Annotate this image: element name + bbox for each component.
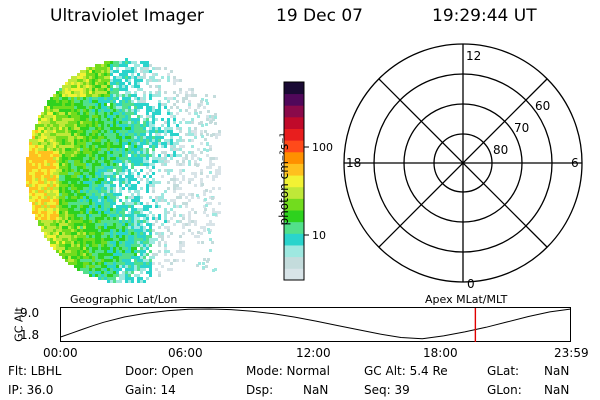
timeline-frame [60,307,571,342]
altitude-tick-min: 1.8 [20,328,40,342]
colorbar-cell [284,256,304,269]
colorbar-cell [284,186,304,199]
colorbar-cell [284,163,304,176]
colorbar-cell [284,210,304,223]
colorbar-cell [284,245,304,258]
colorbar-cell [284,82,304,95]
geographic-label: Geographic Lat/Lon [70,293,178,306]
glon-label: GLon: [487,383,522,397]
mode-status: Mode: Normal [246,364,330,378]
colorbar-cell [284,151,304,164]
meridian-diagonal-2 [378,78,548,248]
lat-label-70: 70 [514,121,529,135]
colorbar-cell [284,140,304,153]
colorbar-cell [284,128,304,141]
colorbar-tick-label: 100 [312,141,333,154]
colorbar-cell [284,93,304,106]
time-tick-00: 00:00 [43,346,78,360]
gain-status: Gain: 14 [125,383,176,397]
mlt-label-12: 12 [466,49,481,63]
time-tick-06: 06:00 [168,346,203,360]
date-label: 19 Dec 07 [276,6,363,26]
glon-value: NaN [544,383,570,397]
colorbar-cell [284,175,304,188]
colorbar-tick-label: 10 [312,229,326,242]
colorbar-cell [284,233,304,246]
colorbar-frame [283,81,305,281]
dsp-label: Dsp: [246,383,274,397]
time-tick-18: 18:00 [423,346,458,360]
dsp-value: NaN [303,383,329,397]
time-tick-12: 12:00 [296,346,331,360]
glat-value: NaN [544,364,570,378]
colorbar: 100 10 [283,81,333,281]
seq-status: Seq: 39 [364,383,410,397]
polar-grid: 12 6 0 18 60 70 80 [343,43,583,291]
mlt-label-18: 18 [346,156,361,170]
colorbar-cell [284,198,304,211]
colorbar-scale [284,82,304,281]
ip-status: IP: 36.0 [8,383,54,397]
colorbar-cell [284,221,304,234]
colorbar-label: photon cm⁻²s⁻¹ [277,132,291,226]
filter-status: Flt: LBHL [8,364,62,378]
instrument-title: Ultraviolet Imager [50,6,204,26]
mlt-label-0: 0 [467,277,475,291]
auroral-image [26,58,221,283]
lat-label-80: 80 [493,143,508,157]
lat-label-60: 60 [535,99,550,113]
altitude-timeline [60,307,572,342]
altitude-tick-max: 9.0 [20,306,40,320]
time-label: 19:29:44 UT [432,6,537,26]
glat-label: GLat: [487,364,520,378]
time-tick-2359: 23:59 [554,346,589,360]
colorbar-cell [284,268,304,281]
door-status: Door: Open [125,364,194,378]
mlt-label-6: 6 [571,156,579,170]
colorbar-cell [284,105,304,118]
altitude-curve [60,308,572,340]
apex-label: Apex MLat/MLT [425,293,508,306]
colorbar-ticks: 100 10 [304,141,333,242]
colorbar-cell [284,116,304,129]
gc-alt-status: GC Alt: 5.4 Re [364,364,448,378]
